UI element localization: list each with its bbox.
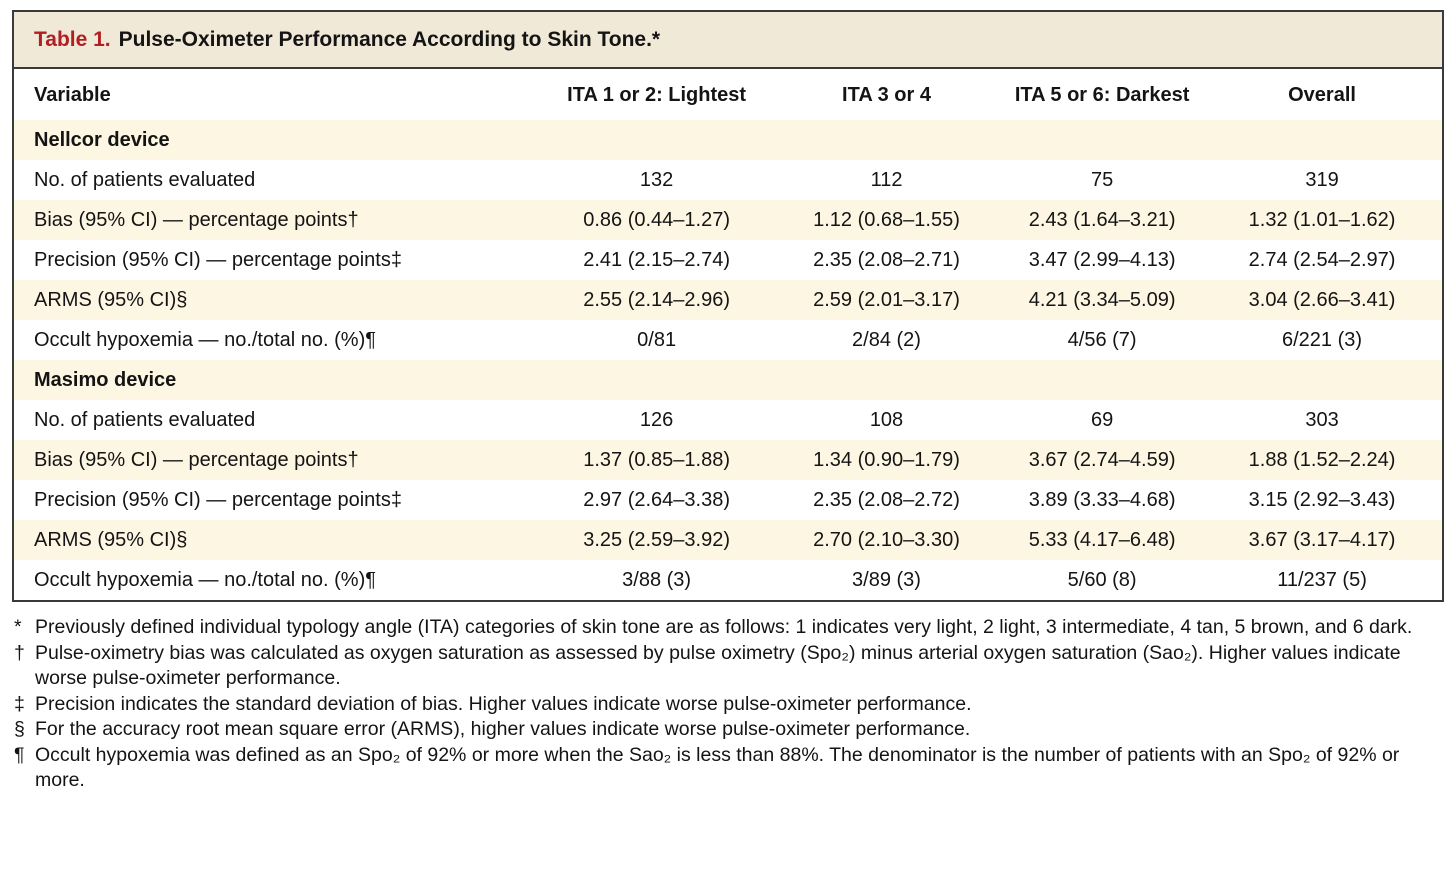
cell-value: 1.12 (0.68–1.55) bbox=[813, 209, 960, 231]
table-row: No. of patients evaluated 126 108 69 303 bbox=[14, 400, 1442, 440]
footnote-text: Occult hypoxemia was defined as an Spo₂ … bbox=[35, 743, 1400, 792]
footnote: § For the accuracy root mean square error… bbox=[14, 717, 1442, 743]
footnote-text: Precision indicates the standard deviati… bbox=[35, 692, 972, 715]
footnote: † Pulse-oximetry bias was calculated as o… bbox=[14, 641, 1442, 692]
table-row: No. of patients evaluated 132 112 75 319 bbox=[14, 160, 1442, 200]
footnote-symbol: § bbox=[14, 718, 25, 740]
table-title-text: Pulse-Oximeter Performance According to … bbox=[118, 28, 661, 51]
row-label: Precision (95% CI) — percentage points‡ bbox=[34, 489, 402, 511]
footnotes: * Previously defined individual typology … bbox=[12, 602, 1444, 794]
cell-value: 132 bbox=[639, 169, 674, 191]
footnote-symbol: ¶ bbox=[14, 743, 25, 766]
cell-value: 75 bbox=[1091, 169, 1114, 191]
cell-value: 319 bbox=[1305, 169, 1339, 191]
cell-value: 126 bbox=[639, 409, 674, 431]
row-label: Precision (95% CI) — percentage points‡ bbox=[34, 249, 402, 271]
table-row: Occult hypoxemia — no./total no. (%)¶ 3/8… bbox=[14, 560, 1442, 600]
footnote: ¶ Occult hypoxemia was defined as an Spo₂… bbox=[14, 743, 1442, 794]
footnote-text: For the accuracy root mean square error … bbox=[35, 718, 971, 740]
section-header: Masimo device bbox=[34, 369, 177, 391]
section-header-row: Nellcor device bbox=[14, 120, 1442, 160]
row-label: Occult hypoxemia — no./total no. (%)¶ bbox=[34, 329, 376, 351]
cell-value: 2.97 (2.64–3.38) bbox=[583, 489, 730, 511]
cell-value: 2.55 (2.14–2.96) bbox=[583, 289, 730, 311]
row-label: Occult hypoxemia — no./total no. (%)¶ bbox=[34, 569, 376, 591]
cell-value: 0.86 (0.44–1.27) bbox=[583, 209, 730, 231]
cell-value: 1.37 (0.85–1.88) bbox=[583, 449, 730, 471]
table-title-bar: Table 1. Pulse-Oximeter Performance Accor… bbox=[14, 12, 1442, 69]
table-title-label: Table 1. bbox=[34, 28, 111, 51]
footnote-symbol: † bbox=[14, 641, 25, 664]
cell-value: 3/88 (3) bbox=[622, 569, 692, 591]
cell-value: 303 bbox=[1305, 409, 1339, 431]
column-header-row: Variable ITA 1 or 2: Lightest ITA 3 or 4 IT… bbox=[14, 69, 1442, 120]
row-label: No. of patients evaluated bbox=[34, 169, 256, 191]
cell-value: 5/60 (8) bbox=[1067, 569, 1137, 591]
cell-value: 0/81 bbox=[637, 329, 677, 351]
row-label: ARMS (95% CI)§ bbox=[34, 289, 188, 311]
cell-value: 1.32 (1.01–1.62) bbox=[1248, 209, 1396, 231]
table-row: Occult hypoxemia — no./total no. (%)¶ 0/8… bbox=[14, 320, 1442, 360]
row-label: Bias (95% CI) — percentage points† bbox=[34, 209, 359, 231]
table-body: Nellcor device No. of patients evaluated 1… bbox=[14, 120, 1442, 600]
cell-value: 3.15 (2.92–3.43) bbox=[1248, 489, 1396, 511]
row-label: ARMS (95% CI)§ bbox=[34, 529, 188, 551]
footnote-symbol: ‡ bbox=[14, 692, 25, 715]
table-row: Precision (95% CI) — percentage points‡ 2… bbox=[14, 480, 1442, 520]
cell-value: 1.88 (1.52–2.24) bbox=[1248, 449, 1396, 471]
cell-value: 3.89 (3.33–4.68) bbox=[1028, 489, 1176, 511]
cell-value: 108 bbox=[869, 409, 904, 431]
table-row: ARMS (95% CI)§ 3.25 (2.59–3.92) 2.70 (2.10… bbox=[14, 520, 1442, 560]
cell-value: 11/237 (5) bbox=[1277, 569, 1367, 591]
footnote: * Previously defined individual typology … bbox=[14, 615, 1442, 641]
cell-value: 2.70 (2.10–3.30) bbox=[813, 529, 960, 551]
cell-value: 3.25 (2.59–3.92) bbox=[583, 529, 730, 551]
table-head: Variable ITA 1 or 2: Lightest ITA 3 or 4 IT… bbox=[14, 69, 1442, 120]
cell-value: 69 bbox=[1091, 409, 1114, 431]
column-header: ITA 3 or 4 bbox=[770, 69, 1003, 120]
cell-value: 6/221 (3) bbox=[1282, 329, 1363, 351]
cell-value: 2.35 (2.08–2.72) bbox=[813, 489, 960, 511]
cell-value: 3.04 (2.66–3.41) bbox=[1248, 289, 1396, 311]
table-row: Bias (95% CI) — percentage points† 1.37 (… bbox=[14, 440, 1442, 480]
cell-value: 3/89 (3) bbox=[852, 569, 921, 591]
table-row: ARMS (95% CI)§ 2.55 (2.14–2.96) 2.59 (2.01… bbox=[14, 280, 1442, 320]
column-header: ITA 5 or 6: Darkest bbox=[1002, 69, 1203, 120]
table-frame: Table 1. Pulse-Oximeter Performance Accor… bbox=[12, 10, 1444, 602]
footnote: ‡ Precision indicates the standard deviat… bbox=[14, 692, 1442, 718]
footnote-text: Previously defined individual typology a… bbox=[35, 616, 1413, 638]
cell-value: 4/56 (7) bbox=[1067, 329, 1137, 351]
column-header: Overall bbox=[1202, 69, 1442, 120]
section-header: Nellcor device bbox=[34, 129, 170, 151]
cell-value: 3.67 (2.74–4.59) bbox=[1028, 449, 1176, 471]
table-row: Precision (95% CI) — percentage points‡ 2… bbox=[14, 240, 1442, 280]
cell-value: 3.67 (3.17–4.17) bbox=[1248, 529, 1396, 551]
footnote-symbol: * bbox=[14, 616, 22, 638]
footnote-text: Pulse-oximetry bias was calculated as ox… bbox=[35, 641, 1401, 690]
column-header: ITA 1 or 2: Lightest bbox=[542, 69, 771, 120]
cell-value: 112 bbox=[870, 169, 903, 191]
cell-value: 2/84 (2) bbox=[852, 329, 921, 351]
section-header-row: Masimo device bbox=[14, 360, 1442, 400]
cell-value: 2.41 (2.15–2.74) bbox=[583, 249, 730, 271]
cell-value: 2.43 (1.64–3.21) bbox=[1028, 209, 1176, 231]
table-row: Bias (95% CI) — percentage points† 0.86 (… bbox=[14, 200, 1442, 240]
cell-value: 5.33 (4.17–6.48) bbox=[1028, 529, 1176, 551]
cell-value: 2.74 (2.54–2.97) bbox=[1248, 249, 1396, 271]
cell-value: 1.34 (0.90–1.79) bbox=[813, 449, 960, 471]
results-table: Variable ITA 1 or 2: Lightest ITA 3 or 4 IT… bbox=[14, 69, 1442, 600]
row-label: Bias (95% CI) — percentage points† bbox=[34, 449, 359, 471]
cell-value: 4.21 (3.34–5.09) bbox=[1028, 289, 1176, 311]
cell-value: 2.59 (2.01–3.17) bbox=[813, 289, 960, 311]
cell-value: 2.35 (2.08–2.71) bbox=[813, 249, 960, 271]
row-label: No. of patients evaluated bbox=[34, 409, 256, 431]
cell-value: 3.47 (2.99–4.13) bbox=[1028, 249, 1176, 271]
column-header: Variable bbox=[14, 69, 543, 120]
